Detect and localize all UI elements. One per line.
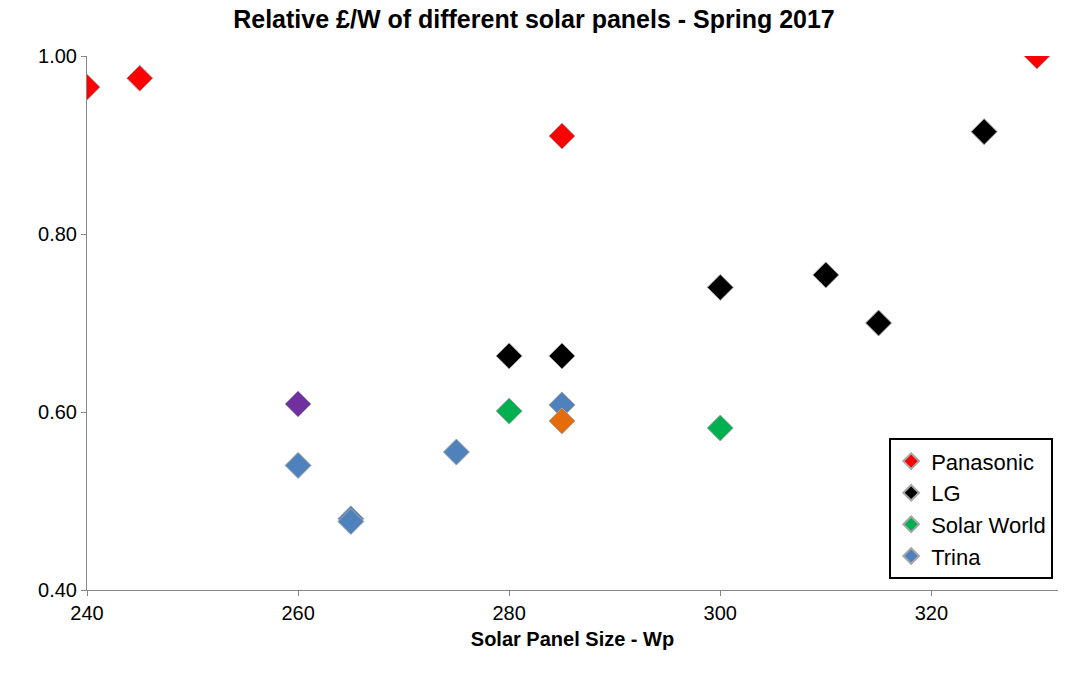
svg-text:280: 280 xyxy=(492,602,525,624)
svg-text:0.80: 0.80 xyxy=(38,223,77,245)
svg-text:Relative £/W of different sola: Relative £/W of different solar panels -… xyxy=(233,5,835,33)
svg-text:Solar Panel Size - Wp: Solar Panel Size - Wp xyxy=(471,628,674,650)
svg-text:240: 240 xyxy=(70,602,103,624)
svg-text:LG: LG xyxy=(931,481,960,506)
svg-text:1.00: 1.00 xyxy=(38,45,77,67)
svg-text:320: 320 xyxy=(915,602,948,624)
svg-text:0.60: 0.60 xyxy=(38,401,77,423)
svg-text:300: 300 xyxy=(704,602,737,624)
svg-text:0.40: 0.40 xyxy=(38,579,77,601)
svg-text:Trina: Trina xyxy=(931,545,981,570)
svg-text:260: 260 xyxy=(281,602,314,624)
svg-text:Solar World: Solar World xyxy=(931,513,1046,538)
svg-text:Panasonic: Panasonic xyxy=(931,450,1034,475)
